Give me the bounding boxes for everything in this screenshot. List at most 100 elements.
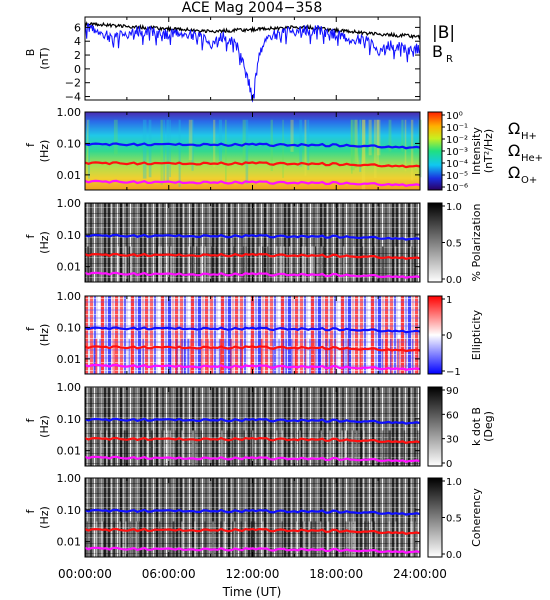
texture-streak (354, 521, 356, 557)
colorbar-tick-label: 1.0 (446, 202, 462, 213)
texture-streak (347, 338, 349, 374)
texture-streak (384, 338, 387, 374)
texture-streak (327, 521, 330, 557)
intensity-streak (373, 119, 377, 179)
texture-streak (323, 246, 325, 282)
texture-streak (314, 338, 316, 374)
texture-streak (169, 338, 172, 374)
texture-streak (293, 430, 296, 466)
y-axis-unit: (nT) (38, 47, 51, 69)
texture-streak (99, 430, 102, 466)
gyro-line-ΩH+ (84, 142, 421, 150)
texture-streak (200, 338, 203, 374)
series-line-BR (84, 22, 421, 103)
colorbar-tick-label: 0.5 (446, 514, 462, 525)
intensity-streak (410, 119, 414, 181)
texture-streak (187, 246, 190, 282)
texture-streak (220, 521, 222, 557)
y-tick-label: −2 (65, 77, 81, 90)
intensity-streak (354, 119, 357, 168)
texture-streak (233, 246, 235, 282)
colorbar-tick-label: 10⁻⁴ (446, 159, 468, 170)
gyro-line-ΩHe+ (84, 345, 421, 353)
texture-streak (86, 246, 89, 282)
data-lines (84, 21, 421, 554)
texture-streak (187, 338, 190, 374)
x-axis-label: Time (UT) (222, 585, 282, 599)
texture-streak (181, 430, 183, 466)
texture-streak (245, 246, 247, 282)
colorbar-tick-label: 10⁰ (446, 111, 463, 122)
texture-streak (363, 430, 365, 466)
texture-streak (399, 338, 401, 374)
colorbar-tick-label: 60 (446, 410, 459, 421)
texture-streak (348, 521, 351, 557)
intensity-streak (218, 119, 222, 161)
texture-streak (233, 521, 236, 557)
texture-streak (86, 521, 88, 557)
texture-streak (411, 338, 414, 374)
colorbar-tick-label: 10⁻⁶ (446, 183, 468, 194)
texture-streak (281, 521, 283, 557)
texture-streak (278, 338, 280, 374)
y-tick-label: 0.10 (57, 137, 82, 150)
texture-streak (212, 521, 214, 557)
texture-streak (204, 246, 206, 282)
texture-streak (170, 246, 172, 282)
colorbar-tick-label: 10⁻³ (446, 147, 468, 158)
gyro-line-ΩH+ (84, 508, 421, 516)
texture-streak (370, 521, 373, 557)
texture-streak (218, 338, 221, 374)
intensity-streak (401, 119, 404, 152)
texture-streak (372, 430, 374, 466)
intensity-streak (142, 119, 147, 179)
x-tick-label: 18:00:00 (309, 567, 363, 581)
texture-streak (139, 521, 141, 557)
intensity-streak (148, 119, 152, 178)
texture-streak (252, 430, 254, 466)
texture-streak (390, 338, 392, 374)
y-tick-label: 1.00 (57, 197, 82, 210)
texture-streak (128, 246, 131, 282)
texture-streak (200, 430, 202, 466)
texture-streak (352, 430, 355, 466)
intensity-streak (213, 119, 216, 168)
gyro-line-ΩO+ (84, 546, 421, 554)
colorbar-ellipticity (427, 295, 443, 375)
y-tick-label: 0.10 (57, 321, 82, 334)
y-tick-label: 0.01 (57, 353, 82, 366)
y-tick-label: 0.01 (57, 445, 82, 458)
intensity-streak (86, 119, 89, 162)
texture-streak (304, 338, 307, 374)
texture-streak (409, 246, 412, 282)
texture-streak (128, 338, 130, 374)
texture-streak (298, 430, 300, 466)
texture-streak (230, 338, 232, 374)
intensity-streak (113, 119, 118, 155)
intensity-streak (404, 119, 407, 172)
texture-streak (267, 246, 269, 282)
texture-streak (175, 430, 177, 466)
x-tick-label: 00:00:00 (58, 567, 112, 581)
texture-streak (314, 521, 317, 557)
texture-streak (240, 338, 242, 374)
texture-streak (193, 430, 195, 466)
texture-streak (410, 521, 412, 557)
gyro-line-ΩO+ (84, 363, 421, 371)
texture-streak (126, 430, 128, 466)
legend-omega-sub: H+ (521, 131, 537, 142)
texture-streak (241, 338, 243, 374)
y-axis-unit: (Hz) (38, 140, 51, 163)
gyro-line-ΩH+ (84, 326, 421, 334)
texture-streak (381, 338, 384, 374)
texture-streak (373, 521, 376, 557)
texture-streak (113, 338, 116, 374)
texture-streak (359, 338, 361, 374)
colorbar-label: Intensity (470, 127, 483, 175)
texture-streak (240, 521, 242, 557)
texture-streak (304, 246, 307, 282)
colorbar-tick-label: 1 (446, 295, 452, 306)
texture-streak (113, 521, 115, 557)
y-axis-label: B (24, 49, 37, 57)
